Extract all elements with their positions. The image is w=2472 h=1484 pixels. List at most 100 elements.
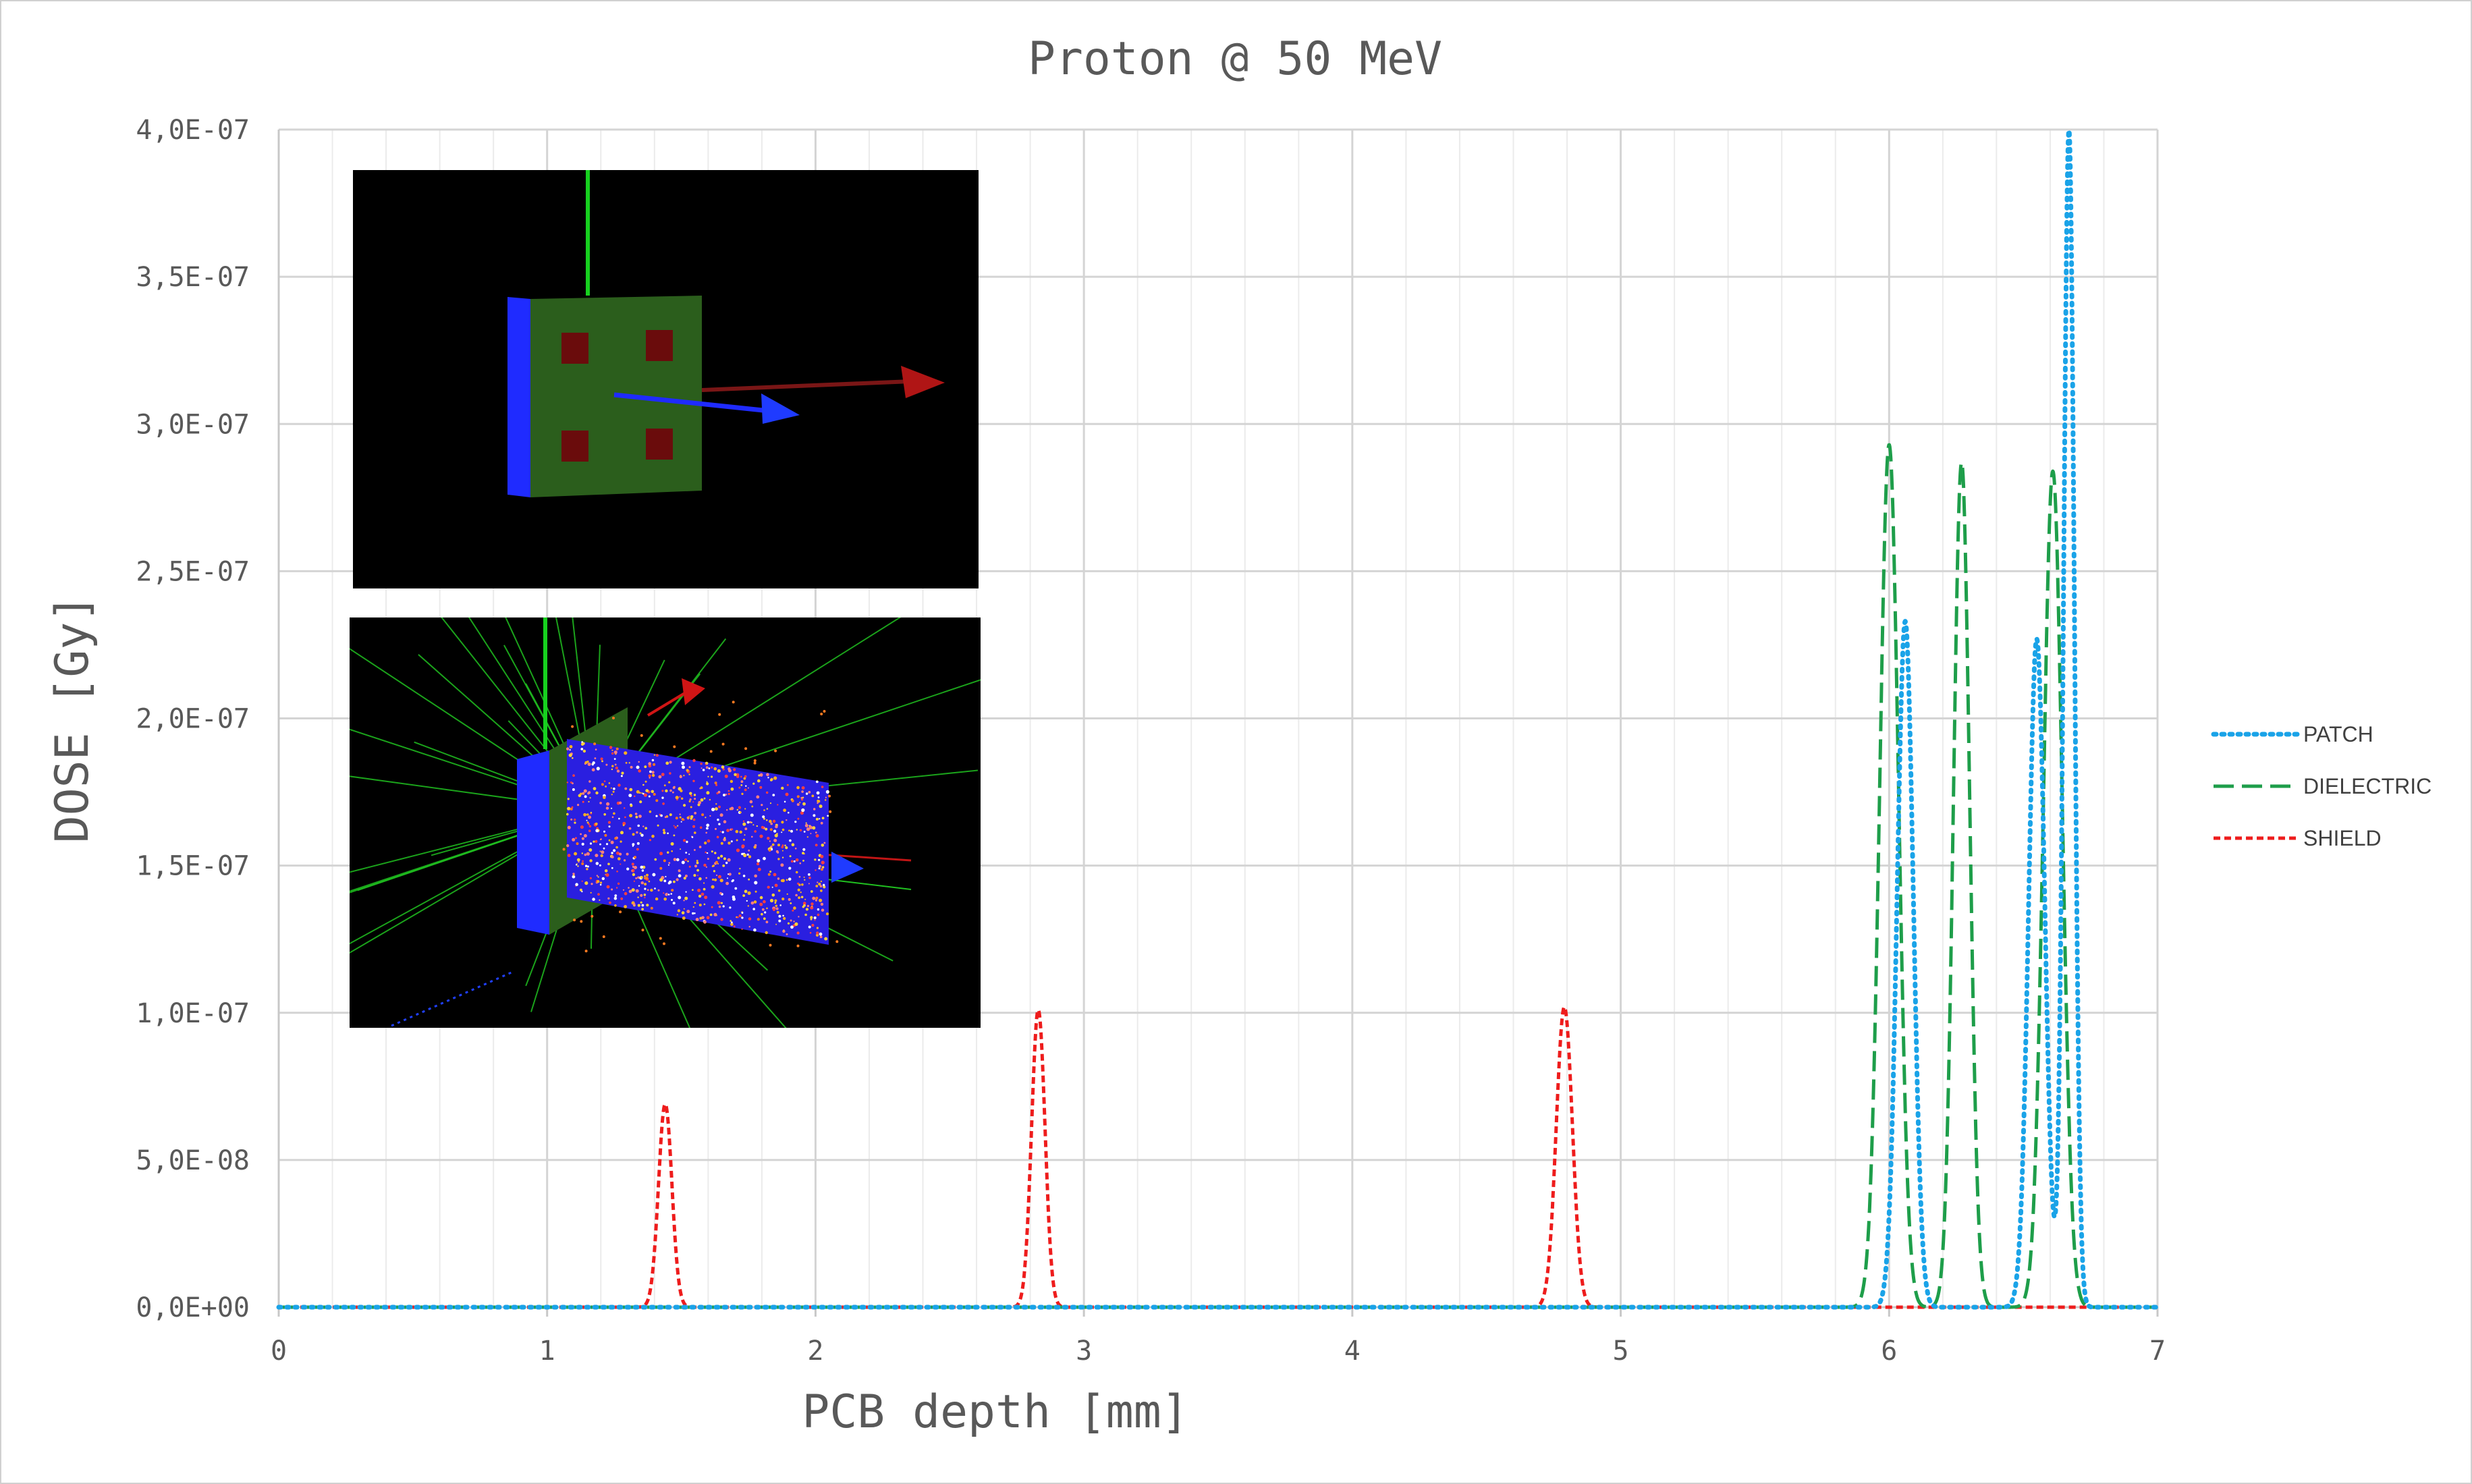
particle-hit [694,798,696,800]
particle-hit [583,834,587,837]
particle-hit [692,889,694,891]
particle-hit [661,796,664,799]
particle-hit [630,765,633,769]
particle-hit [570,807,573,810]
particle-hit [796,803,800,806]
particle-hit [584,864,588,867]
particle-hit [757,862,760,866]
particle-hit [723,820,727,823]
particle-hit [777,889,781,892]
particle-hit [673,858,677,861]
particle-hit [766,791,769,794]
particle-hit [809,932,812,934]
particle-hit [810,833,812,835]
particle-hit [809,825,813,829]
blue-shield-slab [517,750,549,935]
particle-hit [801,798,804,801]
particle-hit [689,798,692,801]
particle-hit [610,840,614,844]
particle-hit [696,869,699,872]
particle-hit [744,788,747,792]
particle-hit [806,836,808,838]
particle-hit [670,842,674,846]
particle-hit [641,869,644,872]
particle-hit [775,904,778,908]
particle-hit [614,904,617,907]
particle-hit [780,863,784,867]
particle-hit [757,779,761,783]
particle-hit [812,896,816,900]
particle-hit [722,768,725,771]
particle-hit [714,807,718,811]
particle-hit [617,784,621,787]
particle-hit [632,873,636,877]
particle-hit [703,887,706,891]
blue-axis-line [613,392,777,414]
legend: PATCH DIELECTRIC SHIELD [2211,722,2432,850]
particle-hit [677,825,679,827]
particle-hit [786,933,788,935]
particle-hit [801,786,805,790]
particle-hit [798,916,800,918]
particle-hit [707,775,709,777]
particle-hit [823,883,825,887]
particle-hit [629,788,633,792]
particle-hit [736,839,738,842]
particle-hit [788,811,790,814]
particle-hit [574,821,576,824]
particle-hit [640,875,643,879]
particle-hit [579,888,582,891]
particle-hit [796,931,800,935]
particle-hit [790,902,792,904]
particle-hit [595,748,597,750]
particle-hit [795,871,798,874]
particle-hit [800,811,804,815]
particle-hit [761,912,763,916]
particle-hit [601,783,604,786]
particle-hit [771,894,775,897]
particle-hit [620,840,622,843]
particle-hit [806,827,811,831]
particle-hit [577,804,580,806]
particle-hit [808,883,810,885]
x-tick-labels: 0 1 2 3 4 5 6 7 [271,1336,2166,1367]
particle-hit [667,864,669,866]
particle-hit [781,844,784,847]
particle-hit [635,889,639,893]
particle-hit [605,806,609,810]
particle-hit [762,815,765,819]
y-tick-label: 0,0E+00 [136,1292,250,1323]
particle-hit [730,787,734,791]
particle-hit [611,816,614,819]
particle-hit [734,887,738,890]
particle-hit [777,804,779,806]
particle-hit [777,851,779,854]
y-tick-label: 2,0E-07 [136,704,250,735]
particle-hit [665,761,669,765]
particle-hit [626,867,630,871]
particle-hit [683,775,685,777]
particle-hit [571,725,574,728]
particle-hit [624,787,628,790]
particle-hit [686,910,690,914]
particle-hit [808,925,811,929]
particle-hit [665,789,668,793]
particle-hit [617,857,621,860]
particle-hit [744,808,746,810]
particle-hit [599,843,601,846]
particle-hit [659,878,663,882]
particle-hit [641,908,644,911]
particle-hit [613,849,616,852]
particle-hit [644,887,647,890]
particle-hit [705,763,707,765]
particle-hit [597,829,599,831]
particle-hit [595,791,599,795]
particle-hit [614,837,617,840]
particle-hit [679,775,682,779]
particle-hit [701,916,705,920]
particle-hit [740,780,744,784]
series-group [276,128,2160,1310]
particle-hit [769,840,771,842]
particle-hit [654,887,656,889]
particle-hit [817,908,820,911]
